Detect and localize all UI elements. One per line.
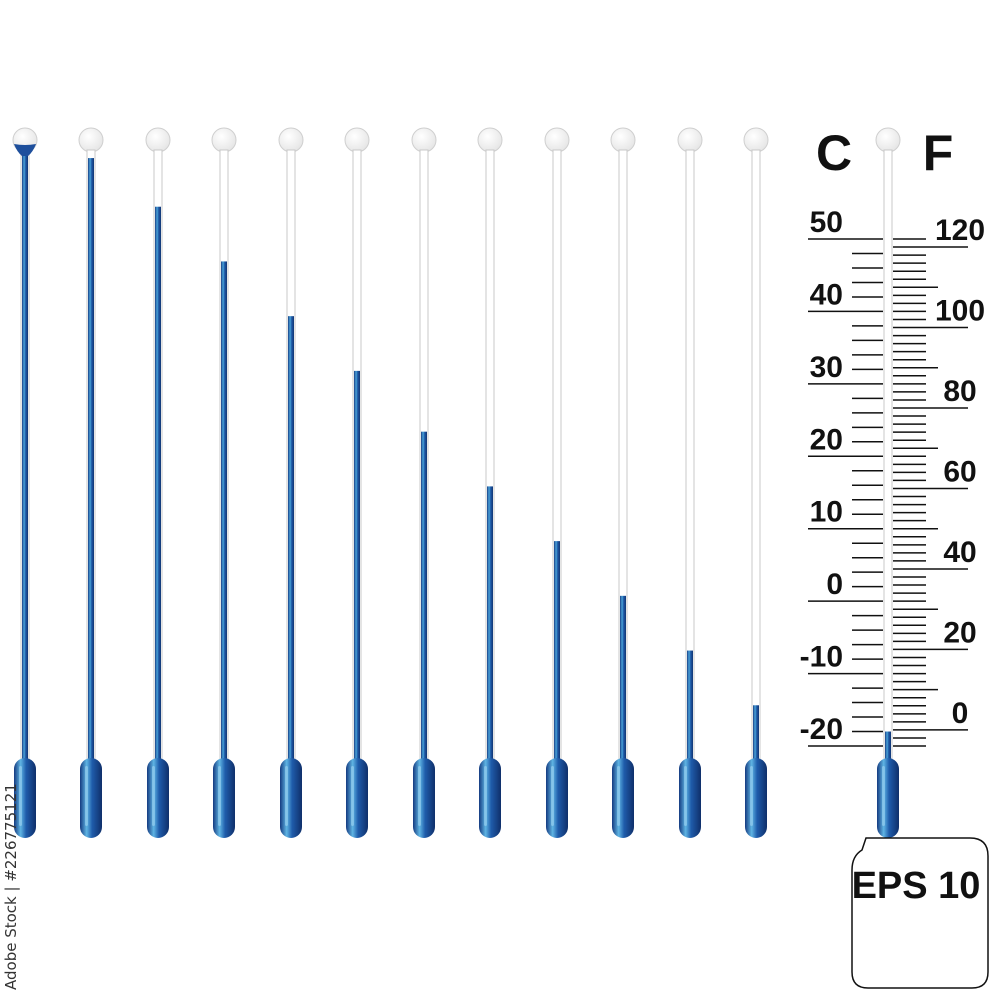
thermometer-top-bulb (211, 127, 237, 153)
fahrenheit-tick-label: 40 (943, 536, 976, 569)
fahrenheit-tick-label: 120 (935, 214, 985, 247)
bulb-highlight (85, 766, 88, 826)
thermometer-bulb (479, 758, 501, 838)
thermometer-top-bulb (78, 127, 104, 153)
thermometer-fluid (155, 206, 161, 763)
thermometer (411, 127, 437, 838)
thermometer-fluid (753, 705, 759, 762)
thermometer (78, 127, 104, 838)
bulb-highlight (418, 766, 421, 826)
thermometer-top-bulb (743, 127, 769, 153)
celsius-tick-label: 10 (810, 496, 843, 529)
thermometer-top-bulb (278, 127, 304, 153)
thermometer-fluid (421, 431, 427, 762)
thermometer-bulb (147, 758, 169, 838)
thermometer-bulb (745, 758, 767, 838)
thermometer-bulb (679, 758, 701, 838)
thermometer-tube (751, 149, 761, 763)
thermometer-bulb (877, 758, 899, 838)
thermometer-bulb (346, 758, 368, 838)
celsius-label: C (816, 125, 852, 181)
thermometer-top-bulb (544, 127, 570, 153)
bulb-highlight (351, 766, 354, 826)
thermometer-fluid (221, 261, 227, 762)
celsius-tick-label: 0 (826, 568, 843, 601)
bulb-highlight (19, 766, 22, 826)
thermometer-fluid (487, 486, 493, 762)
thermometer-bulb (80, 758, 102, 838)
thermometer (477, 127, 503, 838)
thermometer-tube (883, 149, 893, 763)
thermometer-fluid (687, 650, 693, 762)
bulb-highlight (684, 766, 687, 826)
thermometer (610, 127, 636, 838)
bulb-highlight (152, 766, 155, 826)
thermometer-fluid (88, 158, 94, 762)
thermometer-top-bulb (610, 127, 636, 153)
thermometer-fluid (354, 370, 360, 762)
eps-badge: EPS 10 (851, 837, 989, 989)
celsius-tick-label: -10 (800, 641, 843, 674)
thermometer (145, 127, 171, 838)
thermometer (544, 127, 570, 838)
bulb-highlight (617, 766, 620, 826)
bulb-highlight (882, 766, 885, 826)
fahrenheit-tick-label: 80 (943, 375, 976, 408)
bulb-highlight (551, 766, 554, 826)
overflow-fluid (14, 144, 36, 156)
fahrenheit-tick-label: 0 (952, 697, 969, 730)
fahrenheit-tick-label: 100 (935, 295, 985, 328)
thermometer-top-bulb (477, 127, 503, 153)
thermometer (344, 127, 370, 838)
watermark: Adobe Stock | #226775121 (2, 783, 20, 990)
thermometer-bulb (612, 758, 634, 838)
thermometer (278, 127, 304, 838)
bulb-highlight (285, 766, 288, 826)
fahrenheit-label: F (923, 125, 954, 181)
thermometer (743, 127, 769, 838)
thermometer-bulb (546, 758, 568, 838)
thermometer-top-bulb (411, 127, 437, 153)
scale-thermometer (875, 127, 901, 838)
celsius-tick-label: 40 (810, 278, 843, 311)
thermometer (677, 127, 703, 838)
celsius-tick-label: -20 (800, 713, 843, 746)
fahrenheit-tick-label: 60 (943, 455, 976, 488)
bulb-highlight (484, 766, 487, 826)
thermometer (211, 127, 237, 838)
thermometer-top-bulb (875, 127, 901, 153)
celsius-tick-label: 50 (810, 206, 843, 239)
thermometer-top-bulb (145, 127, 171, 153)
thermometer-bulb (280, 758, 302, 838)
celsius-tick-label: 30 (810, 351, 843, 384)
bulb-highlight (750, 766, 753, 826)
thermometer-top-bulb (677, 127, 703, 153)
celsius-tick-label: 20 (810, 423, 843, 456)
thermometer-fluid (22, 152, 28, 762)
thermometer-bulb (413, 758, 435, 838)
thermometer-fluid (554, 541, 560, 762)
thermometer (12, 127, 38, 838)
bulb-highlight (218, 766, 221, 826)
thermometer-fluid (288, 316, 294, 762)
thermometer-top-bulb (344, 127, 370, 153)
thermometer-fluid (620, 595, 626, 762)
fahrenheit-tick-label: 20 (943, 616, 976, 649)
thermometer-fluid (885, 731, 891, 762)
eps-badge-text: EPS 10 (852, 865, 981, 907)
thermometer-bulb (213, 758, 235, 838)
